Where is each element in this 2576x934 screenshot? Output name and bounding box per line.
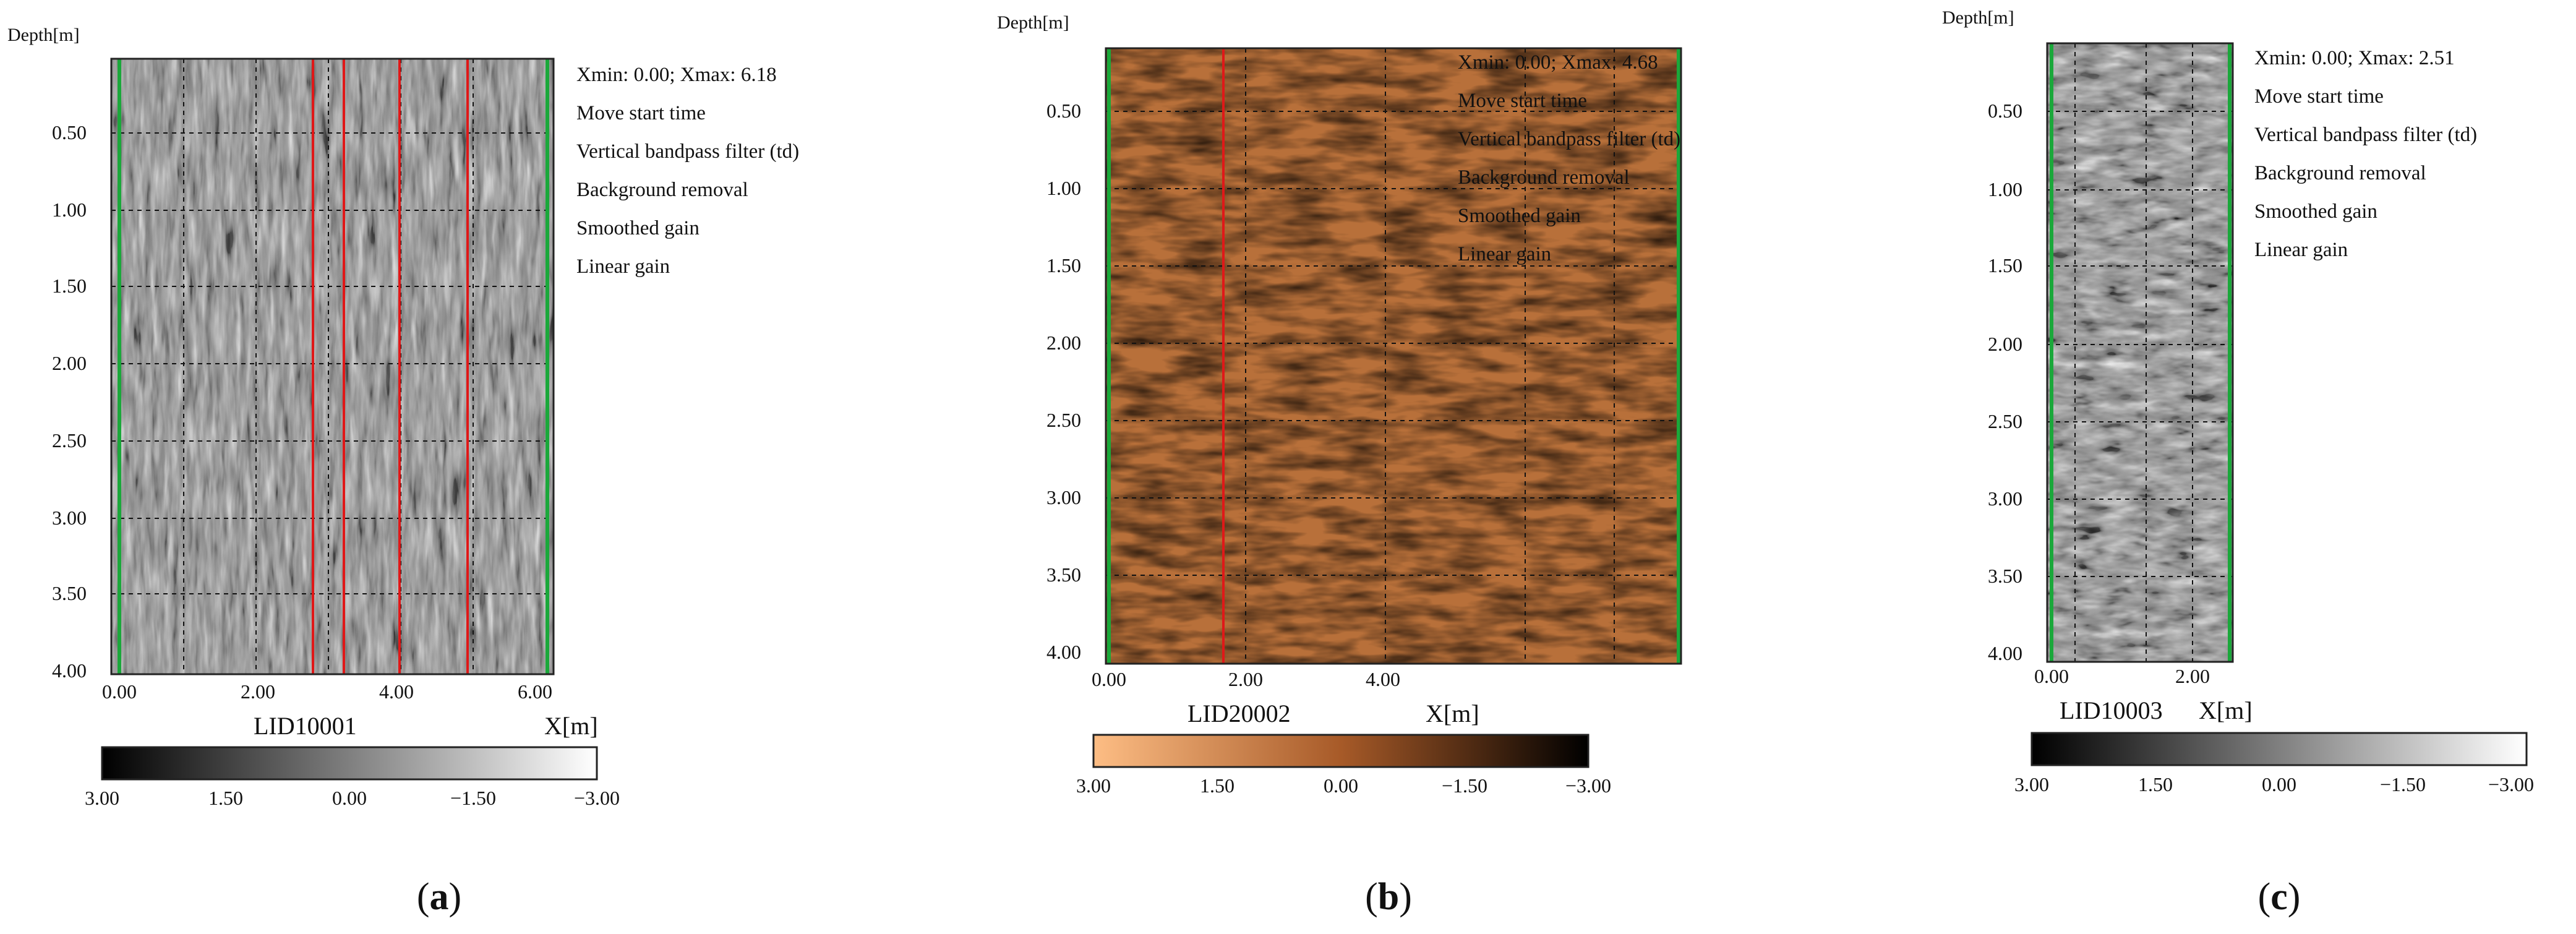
y-tick: 2.50 [1046, 409, 1081, 431]
y-tick: 3.00 [1046, 486, 1081, 508]
y-tick: 1.50 [52, 275, 87, 297]
y-tick: 2.50 [52, 429, 87, 452]
y-tick: 2.50 [1988, 410, 2022, 432]
colorbar-tick: 0.00 [332, 787, 367, 809]
processing-step: Smoothed gain [576, 217, 700, 239]
colorbar-tick: 1.50 [2138, 773, 2173, 795]
processing-step: Background removal [2254, 162, 2426, 184]
colorbar-tick: 3.00 [1076, 774, 1111, 797]
processing-step: Smoothed gain [1458, 205, 1581, 227]
y-tick: 1.50 [1046, 254, 1081, 276]
x-range-info: Xmin: 0.00; Xmax: 2.51 [2254, 47, 2455, 69]
y-tick: 2.00 [1988, 333, 2022, 355]
y-tick: 4.00 [52, 659, 87, 682]
depth-axis-label: Depth[m] [997, 12, 1069, 33]
depth-axis-label: Depth[m] [1942, 7, 2014, 28]
x-tick: 2.00 [241, 680, 275, 703]
y-tick: 4.00 [1988, 642, 2022, 664]
colorbar-tick: 0.00 [1324, 774, 1358, 797]
x-tick: 4.00 [379, 680, 414, 703]
processing-step: Vertical bandpass filter (td) [1458, 128, 1681, 150]
x-tick: 0.00 [2034, 665, 2069, 687]
processing-step: Smoothed gain [2254, 200, 2377, 223]
processing-step: Linear gain [2254, 239, 2348, 261]
y-tick: 2.00 [1046, 332, 1081, 354]
colorbar-tick: 1.50 [208, 787, 243, 809]
x-axis-name: X[m] [544, 712, 598, 740]
x-axis-name: X[m] [1426, 700, 1479, 727]
panel-caption: (b) [1365, 876, 1412, 918]
colorbar-tick: −3.00 [573, 787, 620, 809]
x-tick: 4.00 [1366, 668, 1400, 690]
processing-info: Xmin: 0.00; Xmax: 6.18 Move start time V… [576, 56, 799, 286]
colorbar-tick: 0.00 [2262, 773, 2296, 795]
profile-name: LID20002 [1187, 700, 1291, 727]
processing-step: Background removal [1458, 166, 1630, 189]
y-tick: 0.50 [1046, 100, 1081, 122]
colorbar [1092, 734, 1590, 768]
y-tick: 3.50 [1988, 565, 2022, 587]
processing-step: Linear gain [1458, 243, 1552, 265]
colorbar [101, 746, 598, 781]
x-tick: 2.00 [2175, 665, 2210, 687]
radargram-a [101, 58, 598, 781]
colorbar-tick: 1.50 [1200, 774, 1235, 797]
colorbar-tick: −3.00 [1565, 774, 1612, 797]
depth-axis-label: Depth[m] [7, 25, 80, 45]
processing-step: Move start time [2254, 85, 2384, 108]
processing-step: Vertical bandpass filter (td) [2254, 124, 2478, 146]
plot-frame [1105, 47, 1682, 665]
profile-name: LID10003 [2060, 696, 2163, 724]
x-range-info: Xmin: 0.00; Xmax: 6.18 [576, 64, 777, 86]
x-axis-name: X[m] [2199, 696, 2253, 724]
x-tick: 2.00 [1228, 668, 1263, 690]
colorbar-tick: −3.00 [2488, 773, 2535, 795]
radargram-c [2030, 42, 2528, 766]
colorbar-tick: 3.00 [85, 787, 119, 809]
x-range-info: Xmin: 0.00; Xmax: 4.68 [1458, 51, 1658, 74]
processing-step: Linear gain [576, 255, 670, 278]
x-tick: 0.00 [102, 680, 137, 703]
y-tick: 3.00 [52, 507, 87, 529]
y-tick: 1.00 [52, 199, 87, 221]
y-tick: 3.00 [1988, 487, 2022, 510]
colorbar-tick: −1.50 [2379, 773, 2426, 795]
colorbar-tick: 3.00 [2014, 773, 2049, 795]
processing-step: Move start time [1458, 90, 1587, 112]
y-tick: 4.00 [1046, 641, 1081, 663]
processing-info: Xmin: 0.00; Xmax: 4.68 Move start time V… [1458, 43, 1680, 273]
radargram-b [1092, 47, 1682, 768]
y-tick: 1.00 [1046, 177, 1081, 199]
y-tick: 2.00 [52, 352, 87, 374]
plot-frame [2046, 42, 2234, 663]
processing-info: Xmin: 0.00; Xmax: 2.51 Move start time V… [2254, 39, 2477, 269]
y-tick: 1.50 [1988, 254, 2022, 276]
colorbar-tick: −1.50 [1441, 774, 1488, 797]
y-tick: 0.50 [1988, 100, 2022, 122]
plot-frame [110, 58, 555, 675]
panel-a: Depth[m] 0.50 1. [0, 0, 866, 934]
colorbar [2030, 732, 2528, 766]
profile-name: LID10001 [254, 712, 357, 740]
panel-caption: (c) [2257, 876, 2301, 918]
panel-caption: (a) [416, 876, 462, 918]
processing-step: Background removal [576, 179, 748, 201]
y-tick: 0.50 [52, 121, 87, 144]
x-tick: 6.00 [518, 680, 552, 703]
colorbar-tick: −1.50 [450, 787, 497, 809]
y-tick: 3.50 [1046, 563, 1081, 586]
panel-b: Depth[m] 0.50 1.00 1.50 2.00 2.50 [866, 0, 1732, 934]
processing-step: Vertical bandpass filter (td) [576, 140, 800, 163]
panel-c: Depth[m] 0.50 1.00 1.50 2.00 2. [1732, 0, 2576, 934]
y-tick: 1.00 [1988, 178, 2022, 200]
y-tick: 3.50 [52, 582, 87, 604]
x-tick: 0.00 [1092, 668, 1126, 690]
processing-step: Move start time [576, 102, 706, 124]
